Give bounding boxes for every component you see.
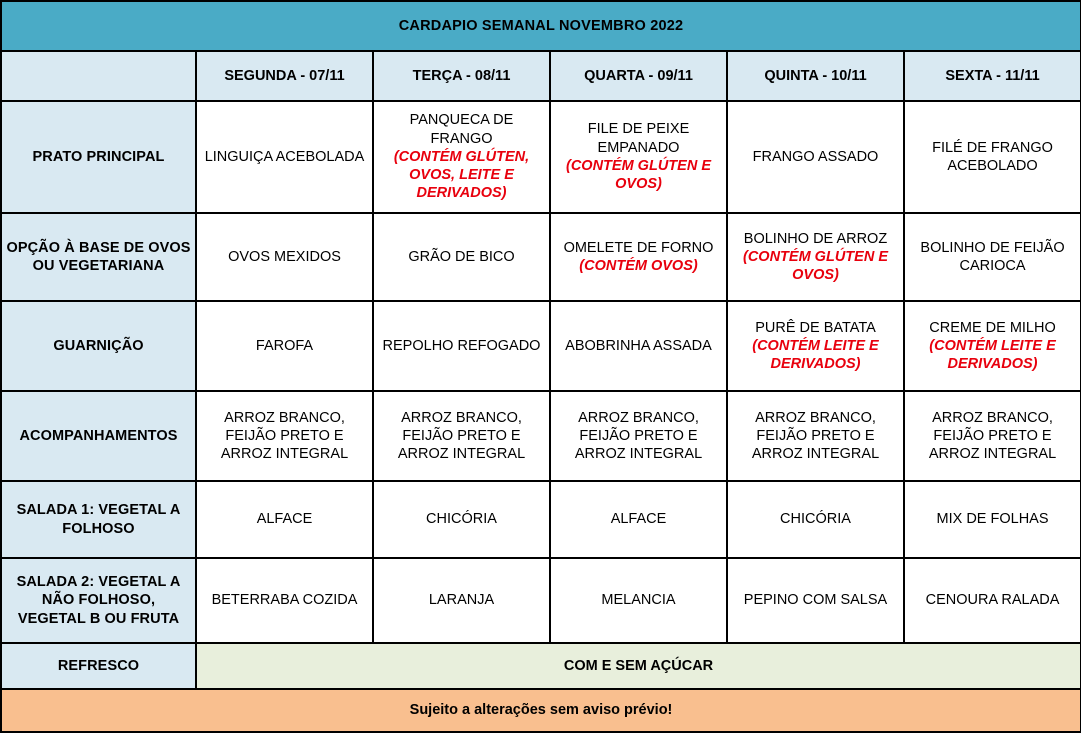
menu-title: CARDAPIO SEMANAL NOVEMBRO 2022 [0, 0, 1081, 52]
row-label-prato-principal: PRATO PRINCIPAL [0, 100, 197, 214]
item-name: ALFACE [256, 511, 313, 528]
cell-salada2-sexta: CENOURA RALADA [902, 557, 1081, 644]
cell-guarnicao-terca: REPOLHO REFOGADO [372, 300, 551, 392]
item-name: GRÃO DE BICO [408, 248, 515, 265]
item-name: PANQUECA DE FRANGO [409, 112, 514, 147]
item-name: BETERRABA COZIDA [211, 592, 358, 609]
item-name: ARROZ BRANCO, FEIJÃO PRETO E ARROZ INTEG… [397, 409, 526, 463]
item-name: CHICÓRIA [780, 511, 851, 528]
cell-acompanhamentos-quarta: ARROZ BRANCO, FEIJÃO PRETO E ARROZ INTEG… [549, 390, 728, 482]
day-header-row: SEGUNDA - 07/11 TERÇA - 08/11 QUARTA - 0… [0, 50, 1081, 102]
item-name: OMELETE DE FORNO [563, 239, 714, 256]
corner-cell [0, 50, 197, 102]
table-row: REFRESCO COM E SEM AÇÚCAR [0, 642, 1081, 690]
row-label-refresco: REFRESCO [0, 642, 197, 690]
allergen-note: (CONTÉM GLÚTEN E OVOS) [743, 248, 888, 284]
table-row: GUARNIÇÃO FAROFA REPOLHO REFOGADO ABOBRI… [0, 300, 1081, 392]
cell-opcao-terca: GRÃO DE BICO [372, 212, 551, 302]
day-header-quarta: QUARTA - 09/11 [549, 50, 728, 102]
cell-guarnicao-quinta: PURÊ DE BATATA (CONTÉM LEITE E DERIVADOS… [726, 300, 905, 392]
item-name: MELANCIA [601, 592, 676, 609]
allergen-note: (CONTÉM OVOS) [579, 258, 698, 274]
row-label-salada-1: SALADA 1: VEGETAL A FOLHOSO [0, 480, 197, 559]
item-name: FILÉ DE FRANGO ACEBOLADO [932, 139, 1053, 174]
cell-salada1-quinta: CHICÓRIA [726, 480, 905, 559]
table-row: ACOMPANHAMENTOS ARROZ BRANCO, FEIJÃO PRE… [0, 390, 1081, 482]
cell-prato-segunda: LINGUIÇA ACEBOLADA [195, 100, 374, 214]
item-name: CENOURA RALADA [925, 592, 1060, 609]
allergen-note: (CONTÉM GLÚTEN E OVOS) [566, 158, 711, 193]
table-row: SALADA 2: VEGETAL A NÃO FOLHOSO, VEGETAL… [0, 557, 1081, 644]
allergen-note: (CONTÉM LEITE E DERIVADOS) [752, 337, 879, 373]
item-name: PURÊ DE BATATA [755, 319, 876, 336]
item-name: FAROFA [255, 337, 314, 354]
cell-acompanhamentos-sexta: ARROZ BRANCO, FEIJÃO PRETO E ARROZ INTEG… [902, 390, 1081, 482]
item-name: LINGUIÇA ACEBOLADA [204, 148, 365, 165]
title-row: CARDAPIO SEMANAL NOVEMBRO 2022 [0, 0, 1081, 52]
cell-salada2-quinta: PEPINO COM SALSA [726, 557, 905, 644]
table-row: PRATO PRINCIPAL LINGUIÇA ACEBOLADA PANQU… [0, 100, 1081, 214]
cell-salada1-sexta: MIX DE FOLHAS [902, 480, 1081, 559]
cell-acompanhamentos-terca: ARROZ BRANCO, FEIJÃO PRETO E ARROZ INTEG… [372, 390, 551, 482]
row-label-guarnicao: GUARNIÇÃO [0, 300, 197, 392]
row-label-salada-2: SALADA 2: VEGETAL A NÃO FOLHOSO, VEGETAL… [0, 557, 197, 644]
table-row: SALADA 1: VEGETAL A FOLHOSO ALFACE CHICÓ… [0, 480, 1081, 559]
cell-opcao-quinta: BOLINHO DE ARROZ (CONTÉM GLÚTEN E OVOS) [726, 212, 905, 302]
item-name: ALFACE [610, 511, 667, 528]
cell-prato-quinta: FRANGO ASSADO [726, 100, 905, 214]
item-name: ARROZ BRANCO, FEIJÃO PRETO E ARROZ INTEG… [220, 409, 349, 463]
item-name: ABOBRINHA ASSADA [565, 337, 712, 354]
cell-prato-terca: PANQUECA DE FRANGO (CONTÉM GLÚTEN, OVOS,… [372, 100, 551, 214]
cell-refresco-value: COM E SEM AÇÚCAR [194, 642, 1081, 690]
cell-prato-sexta: FILÉ DE FRANGO ACEBOLADO [902, 100, 1081, 214]
item-name: MIX DE FOLHAS [936, 511, 1049, 528]
cell-acompanhamentos-segunda: ARROZ BRANCO, FEIJÃO PRETO E ARROZ INTEG… [195, 390, 374, 482]
cell-salada2-terca: LARANJA [372, 557, 551, 644]
footer-row: Sujeito a alterações sem aviso prévio! [0, 688, 1081, 733]
item-name: ARROZ BRANCO, FEIJÃO PRETO E ARROZ INTEG… [928, 409, 1057, 463]
cell-opcao-quarta: OMELETE DE FORNO (CONTÉM OVOS) [549, 212, 728, 302]
cell-salada1-segunda: ALFACE [195, 480, 374, 559]
cell-salada1-terca: CHICÓRIA [372, 480, 551, 559]
item-name: REPOLHO REFOGADO [382, 337, 541, 354]
cell-salada1-quarta: ALFACE [549, 480, 728, 559]
cell-salada2-quarta: MELANCIA [549, 557, 728, 644]
allergen-note: (CONTÉM GLÚTEN, OVOS, LEITE E DERIVADOS) [393, 148, 530, 202]
item-name: BOLINHO DE FEIJÃO CARIOCA [920, 239, 1065, 274]
cell-opcao-sexta: BOLINHO DE FEIJÃO CARIOCA [902, 212, 1081, 302]
cell-salada2-segunda: BETERRABA COZIDA [195, 557, 374, 644]
item-name: CHICÓRIA [426, 511, 497, 528]
item-name: FRANGO ASSADO [752, 148, 879, 165]
item-name: OVOS MEXIDOS [228, 248, 341, 265]
item-name: CREME DE MILHO [929, 319, 1056, 336]
row-label-acompanhamentos: ACOMPANHAMENTOS [0, 390, 197, 482]
day-header-segunda: SEGUNDA - 07/11 [195, 50, 374, 102]
item-name: ARROZ BRANCO, FEIJÃO PRETO E ARROZ INTEG… [574, 409, 703, 463]
footer-note: Sujeito a alterações sem aviso prévio! [0, 688, 1081, 733]
item-name: LARANJA [428, 592, 495, 609]
allergen-note: (CONTÉM LEITE E DERIVADOS) [929, 337, 1056, 373]
day-header-terca: TERÇA - 08/11 [372, 50, 551, 102]
day-header-sexta: SEXTA - 11/11 [902, 50, 1081, 102]
day-header-quinta: QUINTA - 10/11 [726, 50, 905, 102]
item-name: PEPINO COM SALSA [743, 592, 888, 609]
item-name: FILE DE PEIXE EMPANADO [587, 121, 690, 156]
item-name: ARROZ BRANCO, FEIJÃO PRETO E ARROZ INTEG… [751, 409, 880, 463]
cell-guarnicao-segunda: FAROFA [195, 300, 374, 392]
cell-guarnicao-quarta: ABOBRINHA ASSADA [549, 300, 728, 392]
cell-opcao-segunda: OVOS MEXIDOS [195, 212, 374, 302]
item-name: BOLINHO DE ARROZ [743, 230, 888, 247]
cell-acompanhamentos-quinta: ARROZ BRANCO, FEIJÃO PRETO E ARROZ INTEG… [726, 390, 905, 482]
row-label-opcao-ovos-vegetariana: OPÇÃO À BASE DE OVOS OU VEGETARIANA [0, 212, 197, 302]
cell-guarnicao-sexta: CREME DE MILHO (CONTÉM LEITE E DERIVADOS… [902, 300, 1081, 392]
table-row: OPÇÃO À BASE DE OVOS OU VEGETARIANA OVOS… [0, 212, 1081, 302]
cell-prato-quarta: FILE DE PEIXE EMPANADO (CONTÉM GLÚTEN E … [549, 100, 728, 214]
